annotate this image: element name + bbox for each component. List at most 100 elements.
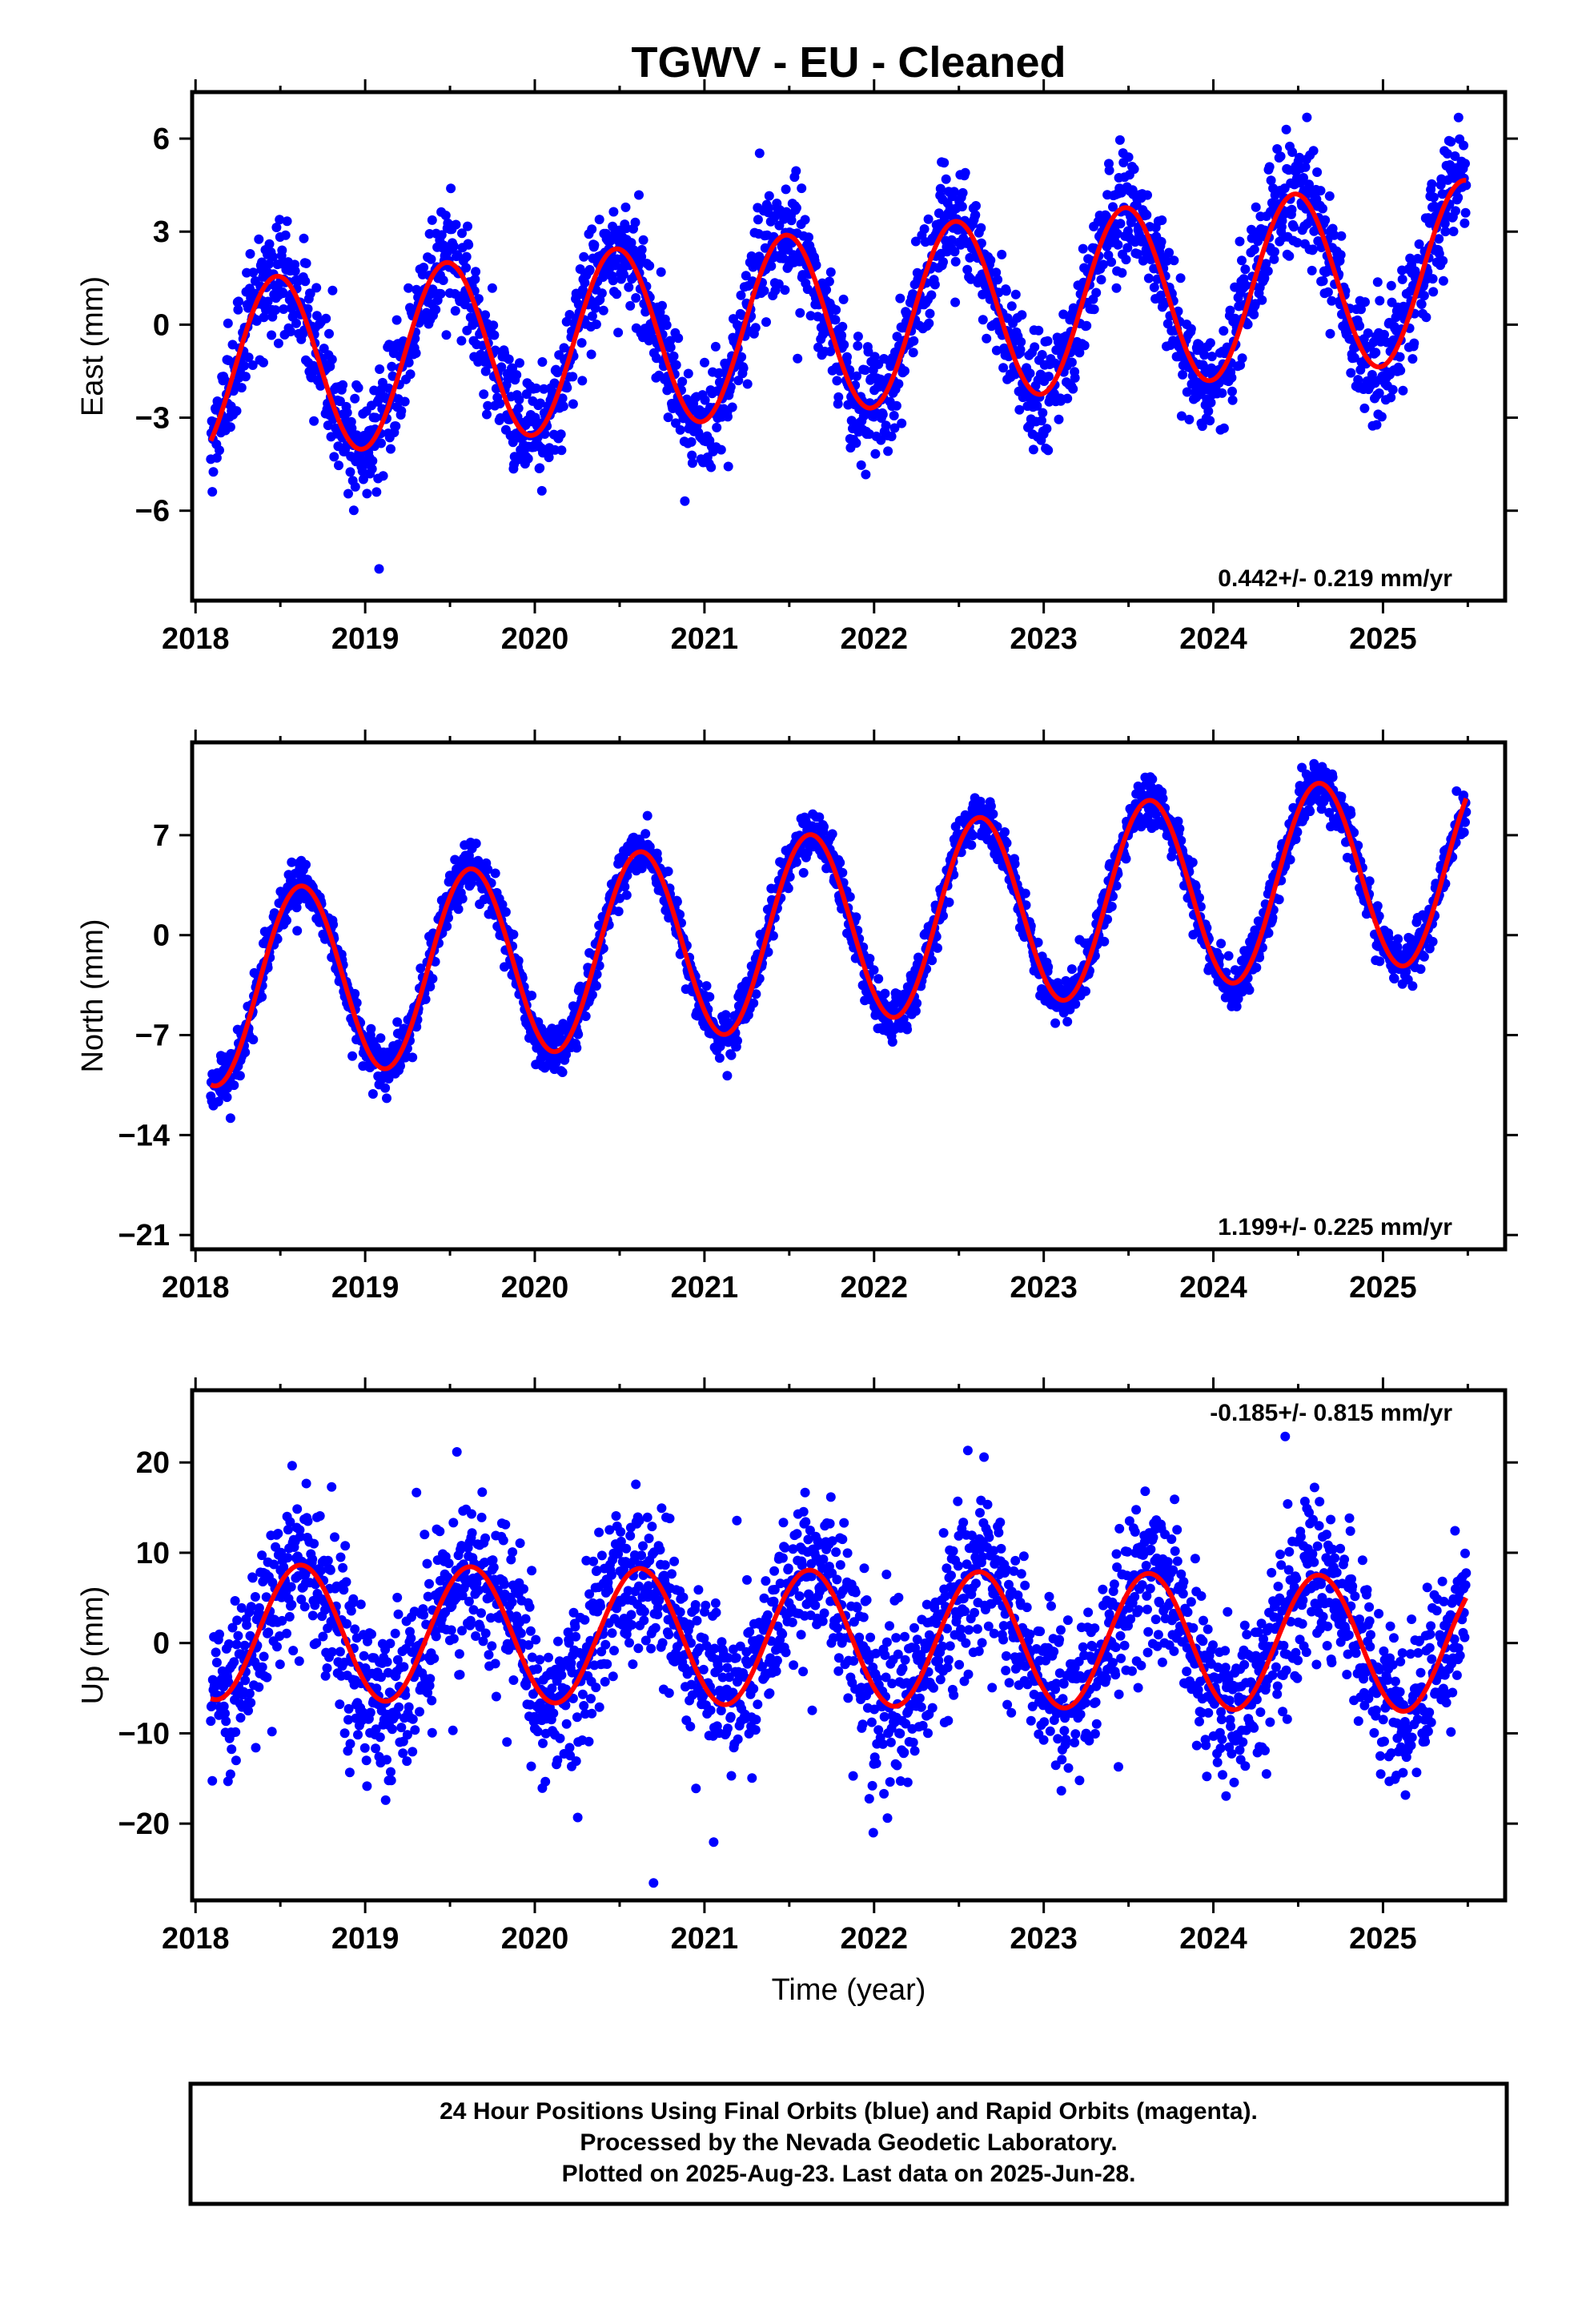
data-point [1318, 275, 1328, 286]
data-point [1356, 304, 1366, 315]
data-point [675, 424, 685, 435]
data-point [853, 340, 863, 351]
data-point [470, 274, 480, 284]
data-point [380, 1083, 391, 1093]
data-point [1397, 274, 1407, 284]
data-point [596, 288, 607, 299]
data-point [793, 353, 803, 364]
data-point [495, 399, 505, 408]
data-point [351, 998, 362, 1008]
data-point [1305, 806, 1315, 817]
data-point [1434, 234, 1444, 244]
data-point [1010, 858, 1020, 869]
data-point [613, 328, 624, 338]
data-point [726, 1050, 737, 1060]
data-point [243, 352, 254, 363]
data-point [1101, 211, 1111, 222]
data-point [1150, 809, 1161, 819]
data-point [1033, 937, 1043, 947]
data-point [225, 422, 235, 432]
data-point [1106, 902, 1117, 911]
east-panel: 2018 2019 2020 2021 2022 2023 2024 2025630−3−6E… [76, 79, 1518, 656]
data-point [1106, 257, 1117, 267]
data-point [924, 318, 934, 328]
data-point [535, 398, 545, 408]
data-point [367, 1089, 378, 1099]
data-point [263, 259, 274, 269]
data-point [1450, 151, 1460, 161]
data-point [523, 453, 533, 464]
data-point [824, 276, 834, 287]
data-point [277, 245, 287, 255]
data-point [865, 954, 875, 963]
data-point [831, 305, 841, 315]
data-point [687, 458, 697, 468]
data-point [1371, 420, 1382, 430]
data-point [439, 240, 449, 251]
data-point [853, 332, 863, 342]
data-point [1438, 275, 1448, 286]
data-point [656, 267, 666, 277]
data-point [1255, 952, 1265, 963]
data-point [536, 485, 547, 496]
data-point [1096, 275, 1106, 285]
data-point [496, 362, 507, 372]
data-point [286, 327, 295, 336]
data-point [1295, 781, 1305, 791]
data-point [1374, 911, 1384, 921]
data-point [832, 376, 842, 386]
data-point [580, 278, 590, 287]
data-point [514, 395, 524, 404]
data-point [939, 158, 950, 168]
data-point [1312, 167, 1323, 177]
data-point [1207, 352, 1217, 362]
data-point [1427, 179, 1437, 189]
data-point [1043, 445, 1054, 456]
data-point [1225, 305, 1235, 316]
data-point [700, 357, 709, 368]
data-point [573, 1029, 584, 1039]
data-point [515, 358, 524, 368]
data-point [1407, 981, 1418, 991]
data-point [303, 304, 313, 314]
data-point [471, 838, 481, 849]
data-point [480, 366, 491, 376]
data-point [1237, 353, 1247, 364]
data-point [1082, 320, 1092, 331]
data-point [1157, 215, 1167, 225]
data-point [1025, 368, 1035, 379]
data-point [625, 300, 636, 311]
data-point [705, 991, 715, 1002]
data-point [235, 1071, 245, 1081]
data-point [1001, 286, 1011, 296]
data-point [387, 361, 397, 372]
data-point [1079, 340, 1090, 351]
data-point [819, 822, 829, 832]
data-point [215, 445, 224, 456]
data-point [1355, 321, 1365, 331]
data-point [1415, 964, 1426, 975]
data-point [978, 315, 988, 325]
data-point [665, 342, 676, 352]
data-point [386, 444, 396, 454]
data-point [1379, 329, 1389, 340]
data-point [1129, 164, 1139, 175]
data-point [1133, 249, 1142, 259]
data-point [473, 294, 484, 304]
data-point [912, 998, 922, 1008]
data-point [1448, 227, 1459, 236]
data-point [248, 1035, 259, 1045]
data-point [263, 296, 273, 307]
data-point [837, 867, 848, 878]
data-point [1272, 144, 1283, 154]
data-point [1054, 414, 1064, 424]
data-point [382, 1093, 391, 1104]
data-point [613, 907, 624, 917]
data-point [299, 233, 309, 243]
x-tick-label: 2022 [841, 622, 909, 656]
data-point [1267, 913, 1278, 923]
data-point [1427, 936, 1438, 947]
data-point [482, 409, 492, 420]
data-point [624, 282, 634, 292]
data-point [1376, 412, 1387, 422]
